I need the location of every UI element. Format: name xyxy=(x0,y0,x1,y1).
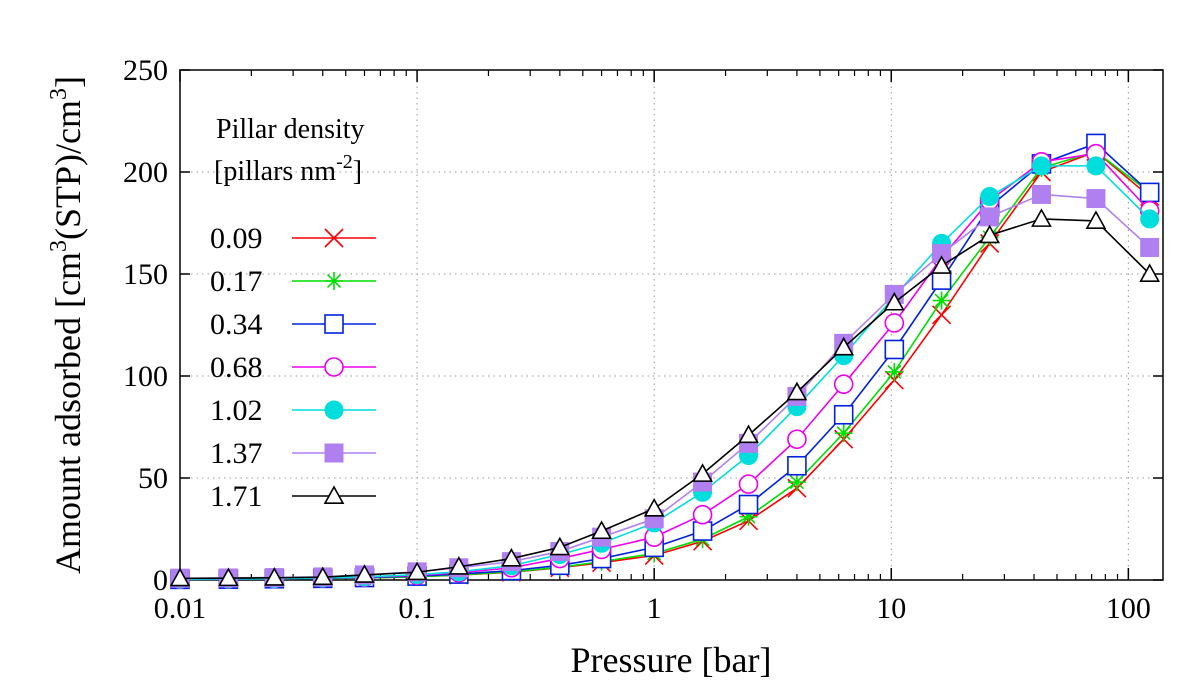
data-point xyxy=(786,381,808,401)
data-point xyxy=(1140,209,1160,229)
data-point xyxy=(738,424,759,444)
data-point xyxy=(1031,156,1051,176)
data-point xyxy=(1140,237,1160,257)
y-tick-label: 100 xyxy=(123,360,168,393)
legend-subtitle: [pillars nm-2] xyxy=(214,151,362,187)
legend-entry: 0.09 xyxy=(210,222,376,255)
data-point xyxy=(1086,156,1106,176)
legend-entry: 1.02 xyxy=(210,394,376,427)
series-0.34 xyxy=(170,133,1160,590)
series-line xyxy=(179,142,1151,581)
y-tick-label: 250 xyxy=(123,54,168,87)
data-point xyxy=(218,567,239,587)
data-point xyxy=(738,474,759,494)
data-point xyxy=(833,404,854,425)
data-point xyxy=(739,507,758,526)
legend-title: Pillar density xyxy=(216,114,365,145)
data-point xyxy=(448,556,470,575)
legend-marker xyxy=(323,485,345,504)
legend-entry: 0.34 xyxy=(210,308,376,341)
data-point xyxy=(787,455,807,476)
data-point xyxy=(834,424,853,443)
x-axis-title: Pressure [bar] xyxy=(571,640,772,680)
y-tick-label: 200 xyxy=(123,156,168,189)
legend-label: 1.71 xyxy=(210,480,263,513)
data-point xyxy=(1085,210,1107,229)
data-point xyxy=(354,564,375,583)
legend-marker xyxy=(324,400,344,420)
x-tick-label: 0.01 xyxy=(154,592,207,625)
data-point xyxy=(549,536,571,556)
data-point xyxy=(643,497,665,517)
data-point xyxy=(692,504,713,525)
legend-marker xyxy=(324,443,344,463)
data-point xyxy=(833,336,855,356)
legend-entry: 1.71 xyxy=(210,480,376,513)
legend-label: 0.09 xyxy=(210,222,263,255)
data-point xyxy=(692,463,713,482)
series-0.17 xyxy=(171,142,1159,589)
y-tick-label: 0 xyxy=(153,564,168,597)
legend-label: 1.02 xyxy=(210,394,263,427)
data-point xyxy=(738,494,759,515)
data-point xyxy=(1139,263,1161,282)
legend-entry: 0.68 xyxy=(210,351,376,384)
series-line xyxy=(179,193,1151,579)
x-tick-label: 1 xyxy=(647,592,662,625)
data-point xyxy=(406,561,428,581)
grid-lines xyxy=(180,70,1163,580)
data-point xyxy=(312,566,334,586)
data-point xyxy=(169,567,191,587)
data-point xyxy=(932,291,951,310)
legend-entry: 0.17 xyxy=(210,265,376,298)
legend-label: 0.68 xyxy=(210,351,263,384)
data-point xyxy=(884,339,905,360)
legend-entry: 1.37 xyxy=(210,437,376,470)
data-point xyxy=(980,186,1000,206)
data-point xyxy=(885,362,904,381)
y-axis-title: Amount adsorbed [cm3(STP)/cm3] xyxy=(46,76,88,574)
legend-label: 0.34 xyxy=(210,308,263,341)
data-point xyxy=(787,429,807,450)
data-point xyxy=(1139,182,1160,203)
data-point xyxy=(979,224,1001,244)
legend-marker xyxy=(325,272,343,290)
series-1.37 xyxy=(170,184,1160,588)
data-point xyxy=(883,291,905,311)
series-1.02 xyxy=(170,156,1160,589)
data-point xyxy=(1086,189,1106,209)
data-point xyxy=(692,521,713,541)
legend-label: 1.37 xyxy=(210,437,263,470)
axis-ticks: 0 50 100 150 200 250 0.01 0.1 1 10 100 xyxy=(123,54,1163,625)
series-1.71 xyxy=(169,208,1161,587)
data-point xyxy=(1031,184,1051,204)
legend-label: 0.17 xyxy=(210,265,263,298)
legend-marker xyxy=(324,357,344,377)
data-point xyxy=(787,473,806,492)
data-point xyxy=(931,255,952,274)
legend: Pillar density [pillars nm-2] 0.090.170.… xyxy=(210,114,376,513)
x-tick-label: 0.1 xyxy=(398,592,436,625)
data-point xyxy=(884,313,905,333)
data-point xyxy=(833,374,854,394)
legend-marker xyxy=(324,314,344,334)
data-point xyxy=(1031,208,1052,227)
x-tick-label: 100 xyxy=(1106,592,1151,625)
x-tick-label: 10 xyxy=(876,592,906,625)
series-line xyxy=(179,218,1151,580)
plot-frame xyxy=(179,69,1164,581)
data-point xyxy=(263,567,285,586)
data-point xyxy=(591,520,612,540)
data-point xyxy=(501,547,522,567)
data-point xyxy=(980,207,1000,227)
data-series xyxy=(169,133,1161,590)
legend-marker xyxy=(324,228,344,248)
y-tick-label: 50 xyxy=(138,462,168,495)
y-tick-label: 150 xyxy=(123,258,168,291)
legend-entries: 0.09 0.17 0.34 0.68 1.02 1.37 1.71 xyxy=(210,222,376,513)
series-line xyxy=(179,165,1151,580)
